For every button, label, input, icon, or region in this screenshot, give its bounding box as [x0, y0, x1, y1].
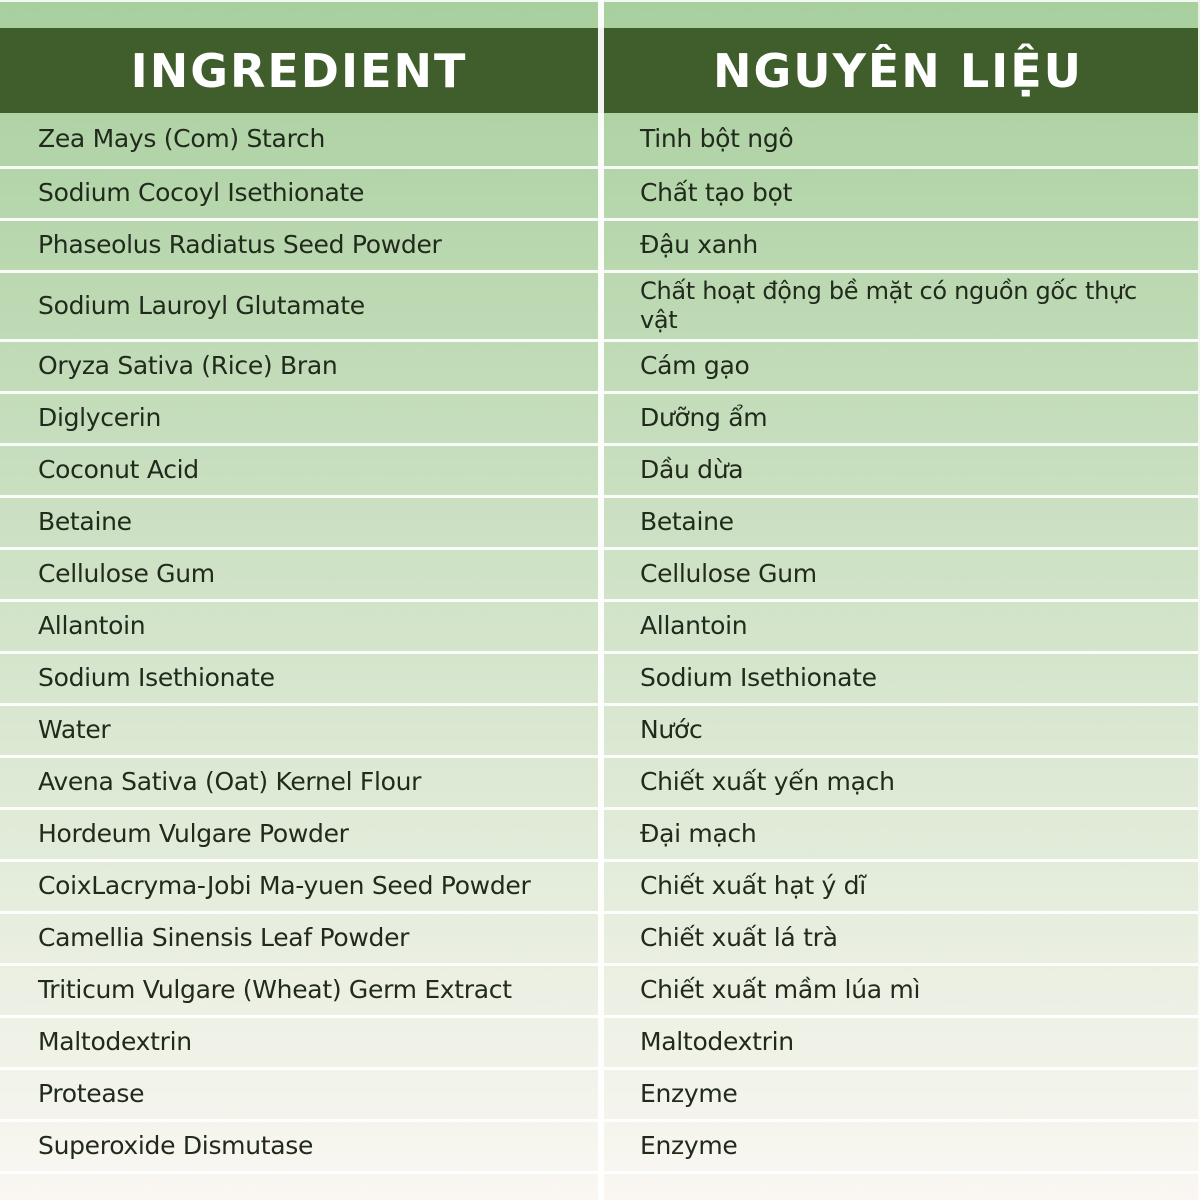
translation-cell: Allantoin [598, 602, 1198, 651]
table-row: Protease Enzyme [0, 1070, 1198, 1122]
table-row: Sodium Lauroyl Glutamate Chất hoạt động … [0, 273, 1198, 342]
translation-text: Enzyme [640, 1079, 738, 1109]
table-row: Zea Mays (Com) Starch Tinh bột ngô [0, 113, 1198, 169]
ingredient-cell: Avena Sativa (Oat) Kernel Flour [38, 767, 422, 797]
translation-text: Chiết xuất yến mạch [640, 767, 895, 797]
table-row: Phaseolus Radiatus Seed Powder Đậu xanh [0, 221, 1198, 273]
translation-cell: Chiết xuất hạt ý dĩ [598, 862, 1198, 911]
table-row: Water Nước [0, 706, 1198, 758]
translation-text: Chất tạo bọt [640, 178, 793, 208]
translation-text: Nước [640, 715, 703, 745]
translation-cell: Chiết xuất mầm lúa mì [598, 966, 1198, 1015]
translation-text: Enzyme [640, 1131, 738, 1161]
translation-text: Dưỡng ẩm [640, 403, 768, 433]
translation-text: Sodium Isethionate [640, 663, 877, 693]
translation-text: Betaine [640, 507, 734, 537]
translation-cell: Chiết xuất lá trà [598, 914, 1198, 963]
translation-text: Đại mạch [640, 819, 757, 849]
ingredient-cell: Water [38, 715, 111, 745]
translation-cell: Betaine [598, 498, 1198, 547]
table-row: Maltodextrin Maltodextrin [0, 1018, 1198, 1070]
translation-cell: Enzyme [598, 1070, 1198, 1119]
ingredient-cell: CoixLacryma-Jobi Ma-yuen Seed Powder [38, 871, 531, 901]
translation-text: Đậu xanh [640, 230, 758, 260]
translation-text: Cám gạo [640, 351, 750, 381]
table-row: Betaine Betaine [0, 498, 1198, 550]
table-row: Cellulose Gum Cellulose Gum [0, 550, 1198, 602]
ingredient-cell: Hordeum Vulgare Powder [38, 819, 349, 849]
translation-cell: Cám gạo [598, 342, 1198, 391]
translation-cell: Dầu dừa [598, 446, 1198, 495]
translation-cell: Chất hoạt động bề mặt có nguồn gốc thực … [598, 273, 1198, 339]
translation-cell: Chất tạo bọt [598, 169, 1198, 218]
translation-cell: Dưỡng ẩm [598, 394, 1198, 443]
ingredient-cell: Sodium Lauroyl Glutamate [38, 290, 365, 320]
table-row: Camellia Sinensis Leaf Powder Chiết xuất… [0, 914, 1198, 966]
translation-text: Chất hoạt động bề mặt có nguồn gốc thực … [640, 277, 1137, 334]
translation-cell: Chiết xuất yến mạch [598, 758, 1198, 807]
translation-text: Maltodextrin [640, 1027, 794, 1057]
ingredient-cell: Superoxide Dismutase [38, 1131, 314, 1161]
translation-text: Allantoin [640, 611, 748, 641]
ingredient-cell: Coconut Acid [38, 455, 199, 485]
column-header-nguyen-lieu: NGUYÊN LIỆU [712, 43, 1084, 98]
table-row: Triticum Vulgare (Wheat) Germ Extract Ch… [0, 966, 1198, 1018]
translation-cell: Sodium Isethionate [598, 654, 1198, 703]
translation-cell: Đại mạch [598, 810, 1198, 859]
translation-text: Chiết xuất mầm lúa mì [640, 975, 921, 1005]
ingredient-cell: Diglycerin [38, 403, 162, 433]
ingredient-cell: Protease [38, 1079, 145, 1109]
ingredient-cell: Triticum Vulgare (Wheat) Germ Extract [38, 975, 512, 1005]
translation-cell: Enzyme [598, 1122, 1198, 1171]
table-row: Diglycerin Dưỡng ẩm [0, 394, 1198, 446]
ingredient-cell: Betaine [38, 507, 132, 537]
translation-cell: Maltodextrin [598, 1018, 1198, 1067]
top-margin-strip [0, 0, 1198, 28]
translation-text: Chiết xuất lá trà [640, 923, 838, 953]
ingredient-cell: Allantoin [38, 611, 146, 641]
translation-text: Chiết xuất hạt ý dĩ [640, 871, 866, 901]
translation-cell: Nước [598, 706, 1198, 755]
table-row: Oryza Sativa (Rice) Bran Cám gạo [0, 342, 1198, 394]
translation-cell: Cellulose Gum [598, 550, 1198, 599]
table-row: Coconut Acid Dầu dừa [0, 446, 1198, 498]
table-row: Sodium Isethionate Sodium Isethionate [0, 654, 1198, 706]
table-row: CoixLacryma-Jobi Ma-yuen Seed Powder Chi… [0, 862, 1198, 914]
ingredient-cell: Oryza Sativa (Rice) Bran [38, 351, 338, 381]
ingredient-cell: Cellulose Gum [38, 559, 215, 589]
table-row: Sodium Cocoyl Isethionate Chất tạo bọt [0, 169, 1198, 221]
translation-cell: Đậu xanh [598, 221, 1198, 270]
translation-text: Tinh bột ngô [640, 124, 794, 154]
ingredient-cell: Camellia Sinensis Leaf Powder [38, 923, 410, 953]
ingredient-cell: Phaseolus Radiatus Seed Powder [38, 230, 442, 260]
table-row: Hordeum Vulgare Powder Đại mạch [0, 810, 1198, 862]
ingredient-cell: Zea Mays (Com) Starch [38, 124, 325, 154]
table-header-row: INGREDIENT NGUYÊN LIỆU [0, 28, 1198, 113]
ingredient-cell: Sodium Cocoyl Isethionate [38, 178, 365, 208]
translation-cell: Tinh bột ngô [598, 113, 1198, 166]
table-body: Zea Mays (Com) Starch Tinh bột ngô Sodiu… [0, 113, 1198, 1174]
column-header-ingredient: INGREDIENT [130, 43, 468, 98]
translation-text: Cellulose Gum [640, 559, 817, 589]
table-row: Avena Sativa (Oat) Kernel Flour Chiết xu… [0, 758, 1198, 810]
translation-text: Dầu dừa [640, 455, 744, 485]
ingredient-cell: Sodium Isethionate [38, 663, 275, 693]
table-row: Allantoin Allantoin [0, 602, 1198, 654]
ingredient-cell: Maltodextrin [38, 1027, 192, 1057]
table-row: Superoxide Dismutase Enzyme [0, 1122, 1198, 1174]
